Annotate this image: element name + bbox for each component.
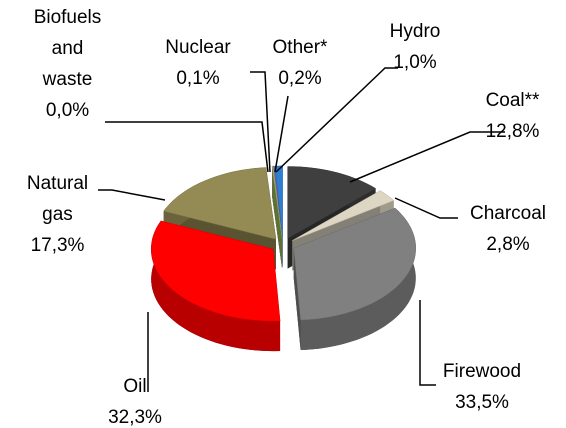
leader-line — [419, 300, 436, 386]
leader-line — [98, 189, 166, 201]
slices — [150, 165, 416, 352]
slice-label: Natural gas 17,3% — [10, 168, 105, 261]
label-value: 1,0% — [393, 52, 437, 73]
label-name: Nuclear — [165, 37, 231, 58]
leader-lines — [98, 67, 505, 392]
leader-line — [274, 95, 289, 173]
slice-label: Other* 0,2% — [250, 32, 350, 94]
slice-label: Biofuels and waste 0,0% — [25, 2, 110, 126]
label-value: 0,2% — [278, 68, 322, 89]
label-value: 33,5% — [455, 392, 509, 413]
slice-side — [151, 220, 281, 352]
slice-top — [287, 166, 377, 239]
leader-line — [250, 71, 271, 173]
leader-line — [105, 121, 269, 173]
slice-cut — [272, 166, 283, 268]
label-name: Oil — [123, 376, 147, 397]
slice — [271, 166, 283, 268]
slice-label: Coal** 12,8% — [465, 85, 560, 147]
label-value: 12,8% — [485, 121, 540, 142]
label-name: Hydro — [389, 21, 441, 42]
label-value: 32,3% — [108, 407, 162, 428]
slice-label: Oil 32,3% — [105, 371, 165, 428]
label-value: 17,3% — [30, 235, 85, 256]
label-name: Coal** — [485, 90, 540, 111]
label-value: 0,0% — [45, 100, 90, 121]
slice-top — [150, 220, 281, 322]
leader-line — [349, 131, 505, 183]
slice-side — [300, 208, 416, 350]
label-value: 2,8% — [486, 234, 530, 255]
slice-top — [271, 166, 283, 238]
label-name: Firewood — [442, 361, 522, 382]
label-name: Other* — [272, 37, 328, 58]
slice — [293, 207, 416, 351]
slice-top — [293, 207, 416, 321]
label-name: Charcoal — [469, 203, 547, 224]
slice-top — [274, 165, 283, 238]
slice — [150, 220, 281, 352]
slice-label: Nuclear 0,1% — [148, 32, 248, 94]
label-name: Natural gas — [26, 173, 89, 225]
slice-label: Hydro 1,0% — [365, 16, 465, 78]
leader-line — [394, 197, 458, 219]
slice-cut — [293, 248, 301, 351]
slice-top — [163, 167, 277, 240]
label-name: Biofuels and waste — [33, 7, 102, 90]
slice-top — [292, 190, 395, 241]
label-value: 0,1% — [176, 68, 220, 89]
slice-label: Charcoal 2,8% — [458, 198, 558, 260]
slice-label: Firewood 33,5% — [432, 356, 532, 418]
leader-line — [275, 67, 398, 173]
